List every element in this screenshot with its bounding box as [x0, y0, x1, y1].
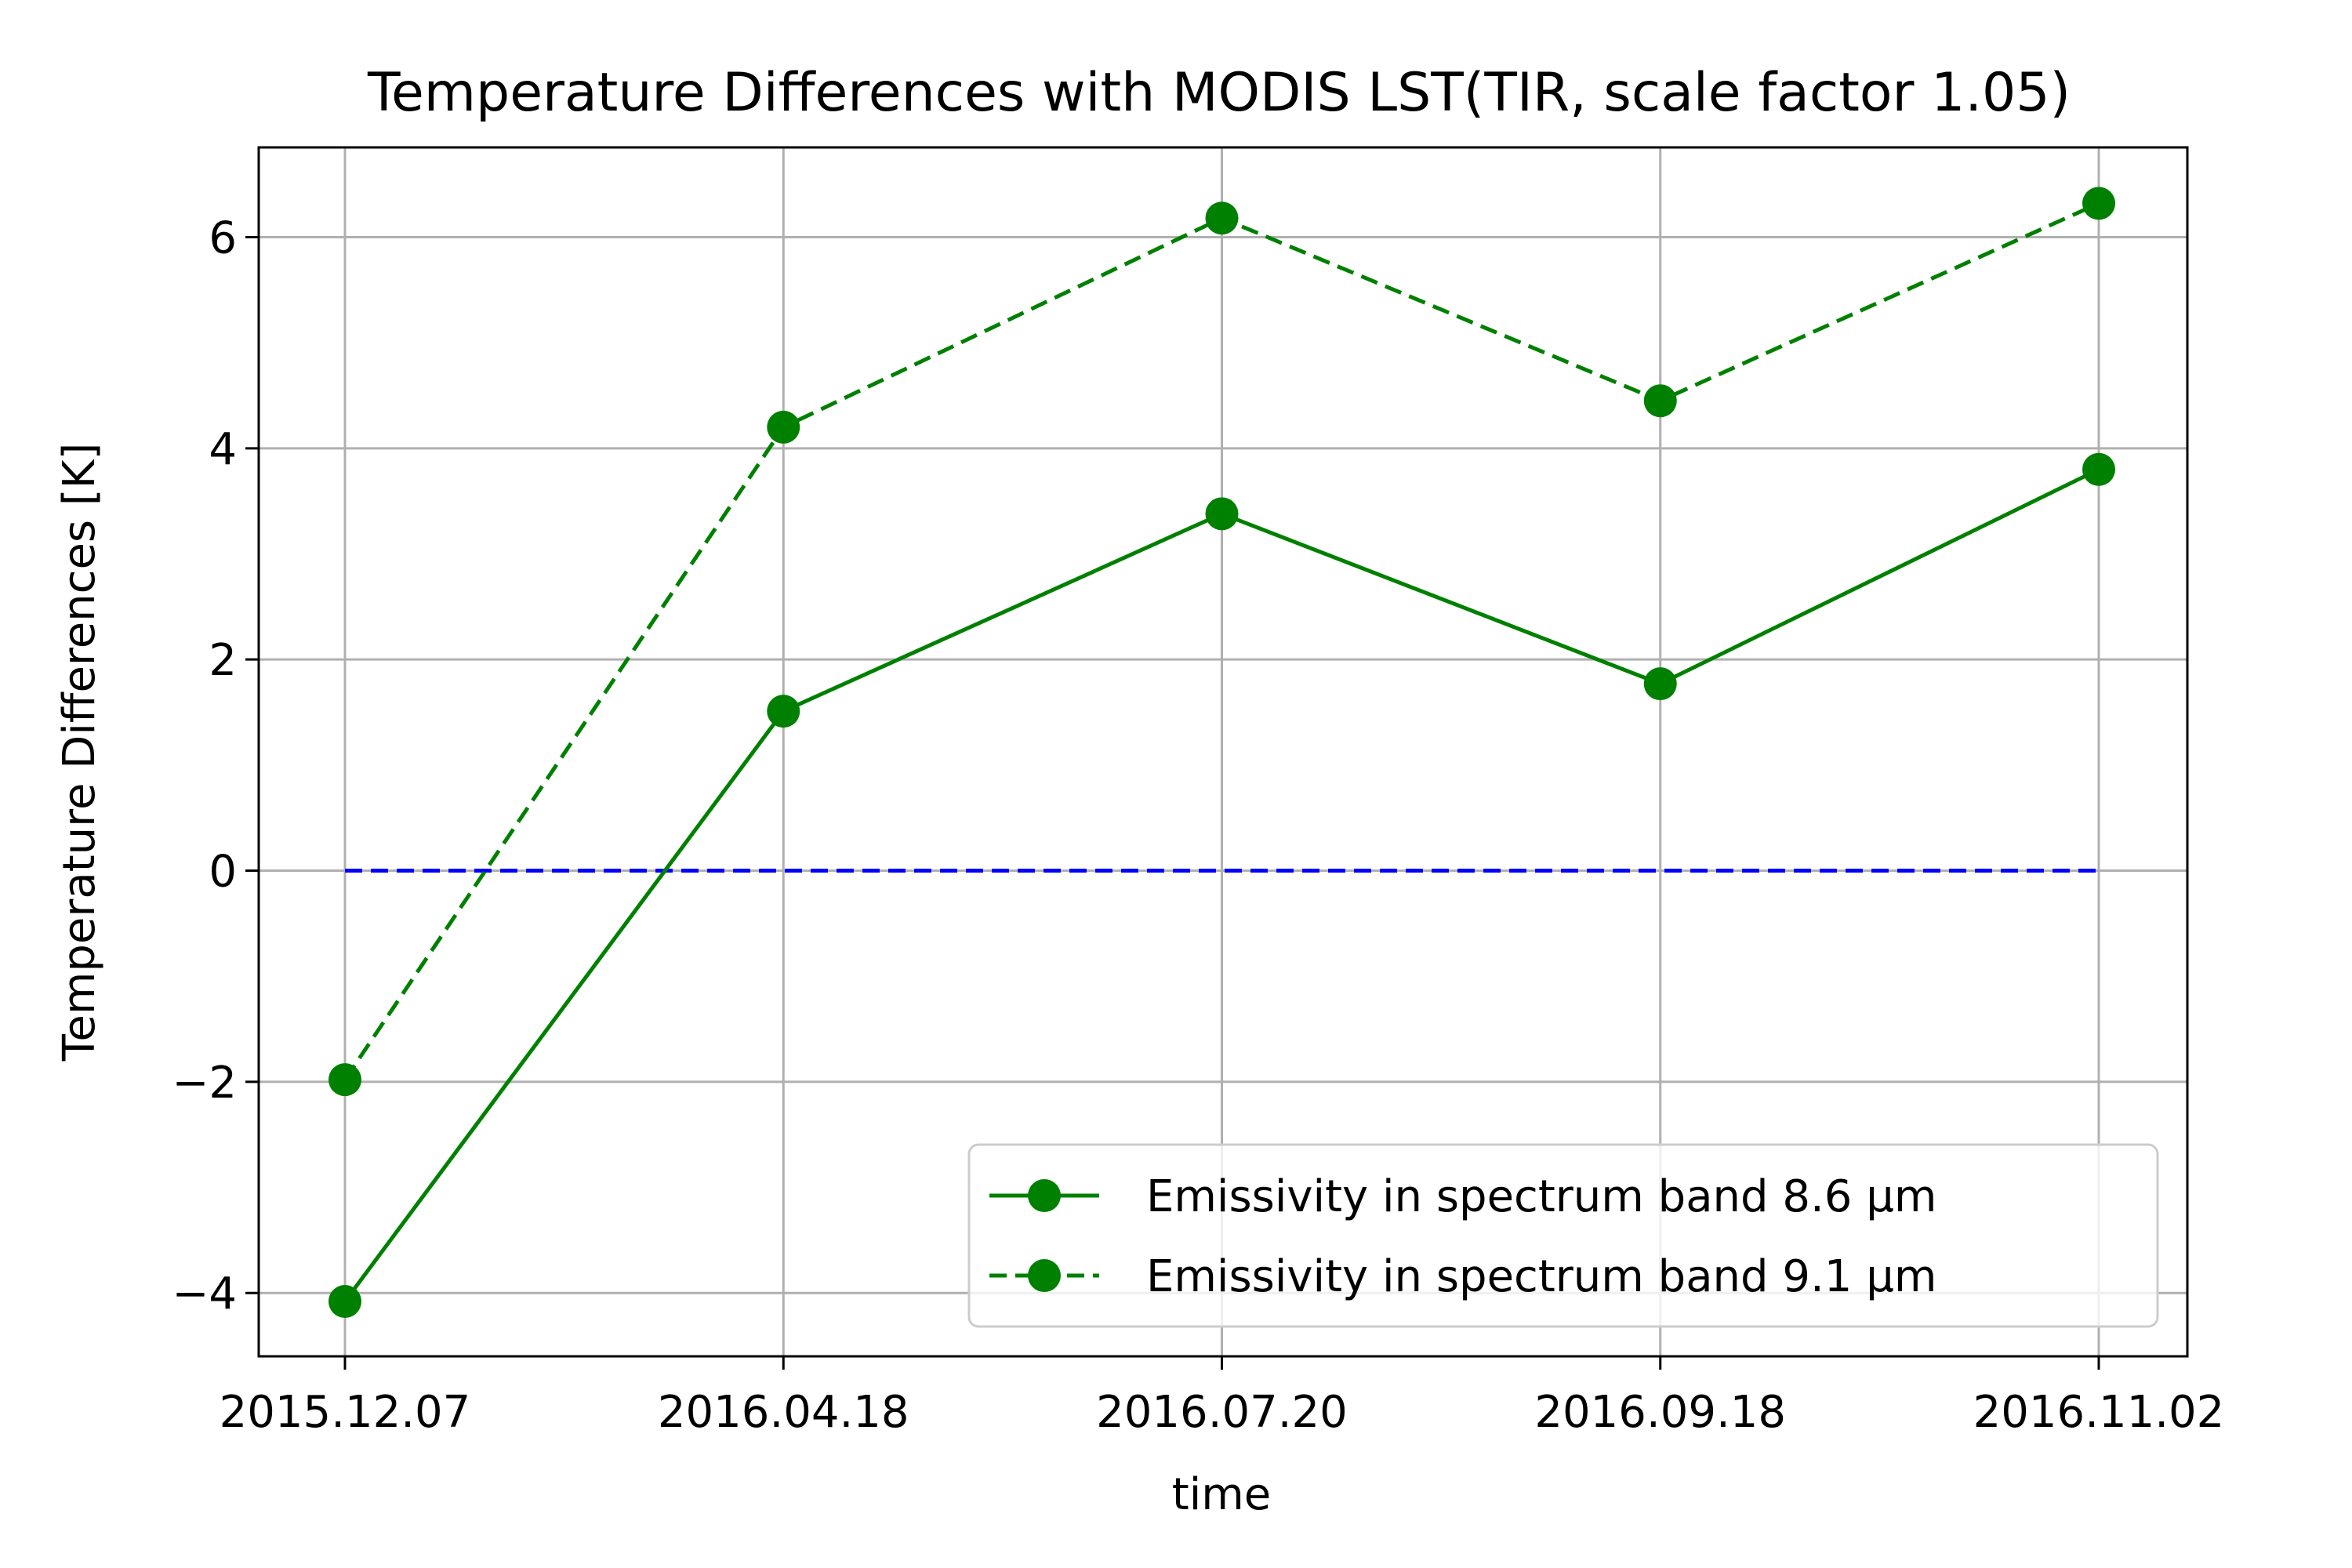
- data-point: [328, 1063, 361, 1097]
- x-tick: 2016.04.18: [658, 1356, 909, 1438]
- x-tick: 2016.09.18: [1534, 1356, 1786, 1438]
- y-tick-label: 4: [209, 424, 237, 475]
- series-2: [328, 187, 2115, 1097]
- legend-swatch-marker: [1028, 1179, 1061, 1212]
- data-point: [1643, 667, 1677, 701]
- chart-title: Temperature Differences with MODIS LST(T…: [367, 62, 2071, 124]
- legend-entry-1: Emissivity in spectrum band 8.6 μm: [989, 1171, 1936, 1222]
- legend-label: Emissivity in spectrum band 9.1 μm: [1146, 1251, 1936, 1302]
- legend: Emissivity in spectrum band 8.6 μm Emissi…: [967, 1143, 2159, 1328]
- x-tick-label: 2015.12.07: [220, 1387, 471, 1438]
- x-tick: 2016.07.20: [1096, 1356, 1348, 1438]
- y-tick-label: 6: [209, 212, 237, 263]
- data-point: [1205, 497, 1239, 531]
- x-axis-label: time: [1172, 1469, 1272, 1520]
- data-point: [767, 695, 800, 728]
- y-tick-label: 0: [209, 847, 237, 898]
- legend-box: [967, 1143, 2159, 1328]
- data-point: [2082, 452, 2115, 486]
- x-tick-label: 2016.07.20: [1096, 1387, 1348, 1438]
- data-point: [767, 410, 800, 444]
- y-tick: 4: [209, 424, 259, 475]
- y-tick-label: 2: [209, 635, 237, 686]
- series-group: [328, 187, 2115, 1318]
- data-point: [1205, 201, 1239, 235]
- x-tick: 2015.12.07: [220, 1356, 471, 1438]
- y-axis-label: Temperature Differences [K]: [54, 443, 105, 1062]
- data-point: [328, 1284, 361, 1318]
- y-axis: −4 −2 0 2 4 6: [172, 212, 259, 1319]
- legend-swatch-marker: [1028, 1259, 1061, 1292]
- y-tick-label: −4: [172, 1269, 237, 1319]
- x-tick: 2016.11.02: [1973, 1356, 2225, 1438]
- y-tick: −2: [172, 1058, 259, 1109]
- x-tick-label: 2016.09.18: [1534, 1387, 1786, 1438]
- series-1: [328, 452, 2115, 1318]
- y-tick: 2: [209, 635, 259, 686]
- y-tick: 6: [209, 212, 259, 263]
- y-tick: −4: [172, 1269, 259, 1319]
- x-axis: 2015.12.07 2016.04.18 2016.07.20 2016.09.18…: [220, 1356, 2225, 1438]
- data-point: [2082, 187, 2115, 220]
- data-point: [1643, 384, 1677, 418]
- y-tick: 0: [209, 847, 259, 898]
- x-tick-label: 2016.11.02: [1973, 1387, 2225, 1438]
- legend-label: Emissivity in spectrum band 8.6 μm: [1146, 1171, 1936, 1222]
- y-tick-label: −2: [172, 1058, 237, 1109]
- legend-entry-2: Emissivity in spectrum band 9.1 μm: [989, 1251, 1936, 1302]
- x-tick-label: 2016.04.18: [658, 1387, 909, 1438]
